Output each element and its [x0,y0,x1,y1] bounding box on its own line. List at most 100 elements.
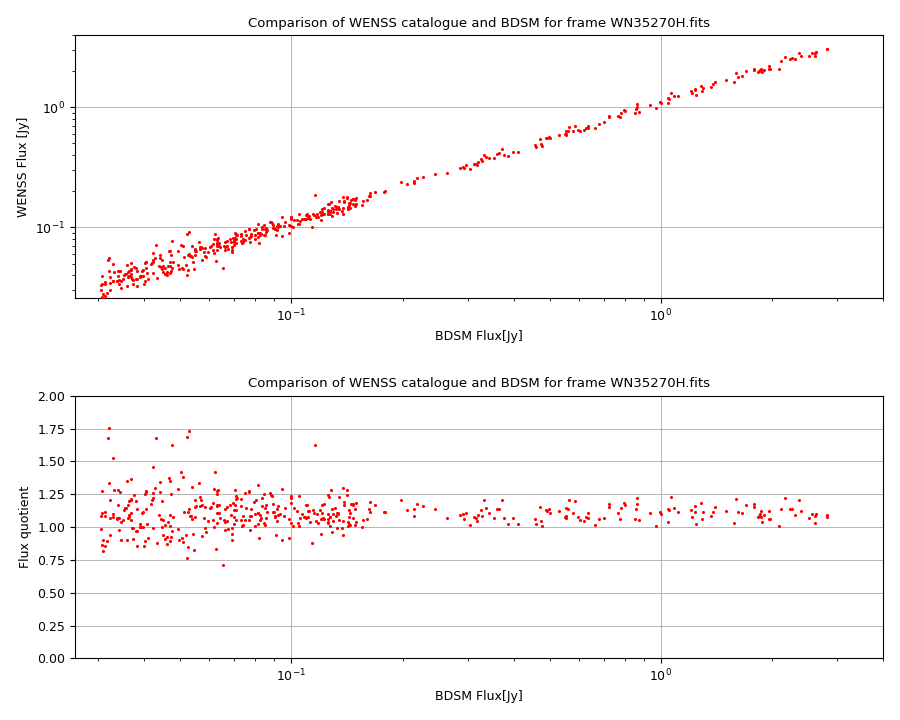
Point [202,503,217,514]
Point [653,506,668,518]
Point [774,55,788,67]
Point [96,294,111,305]
Point [159,538,174,549]
Point [94,279,108,291]
Point [133,270,148,282]
Point [110,513,124,525]
Point [229,494,243,505]
Point [124,269,139,280]
Point [248,229,262,240]
Point [226,497,240,508]
Point [267,223,282,235]
Point [310,517,325,528]
Point [591,513,606,525]
Point [248,520,262,531]
Point [321,207,336,218]
Point [275,534,290,546]
Point [428,503,442,514]
Point [255,221,269,233]
Point [118,269,132,280]
Point [763,63,778,75]
Point [735,507,750,518]
Point [332,491,347,503]
Point [416,171,430,182]
Point [275,211,290,222]
Point [661,97,675,109]
Point [286,221,301,233]
Point [118,503,132,514]
Point [271,221,285,233]
Point [175,533,189,544]
Point [317,513,331,525]
Point [139,256,153,268]
Point [106,276,121,287]
Point [348,519,363,531]
Point [175,262,189,274]
Point [256,517,271,528]
Point [242,233,256,244]
Point [313,209,328,220]
Point [695,514,709,526]
Point [543,132,557,144]
Point [492,503,507,515]
Point [106,485,121,496]
Point [207,483,221,495]
Point [146,523,160,534]
Point [326,508,340,520]
Point [729,493,743,505]
Point [346,199,360,210]
Point [111,270,125,282]
Point [234,230,248,241]
Point [271,500,285,512]
Point [565,508,580,519]
Point [739,66,753,77]
Point [101,432,115,444]
Point [471,509,485,521]
Point [330,201,345,212]
Point [292,219,306,230]
Point [356,514,370,526]
Point [688,89,703,101]
Point [688,500,702,512]
Point [139,262,153,274]
Point [230,504,244,516]
Point [103,528,117,540]
Point [807,50,822,61]
Point [663,492,678,503]
Point [236,519,250,531]
Point [265,217,279,228]
Point [158,268,172,279]
Point [663,88,678,99]
Point [301,212,315,224]
Point [316,513,330,525]
Point [320,199,335,210]
Point [229,230,243,241]
Point [165,525,179,536]
Point [754,511,769,523]
Point [577,125,591,136]
Point [150,272,165,284]
Point [180,228,194,240]
Point [244,510,258,521]
Point [331,507,346,518]
Point [329,522,344,534]
Point [336,192,350,203]
Point [341,505,356,516]
Point [148,433,163,444]
Point [684,504,698,516]
Point [753,508,768,519]
Point [140,268,154,279]
Point [727,76,742,87]
Point [145,494,159,505]
Point [133,518,148,530]
Point [457,513,472,524]
Point [363,506,377,518]
Point [130,280,144,292]
Point [344,499,358,510]
Point [258,223,273,235]
Point [269,230,284,241]
Point [629,103,643,114]
Point [284,220,299,232]
Point [165,262,179,274]
Point [331,202,346,213]
